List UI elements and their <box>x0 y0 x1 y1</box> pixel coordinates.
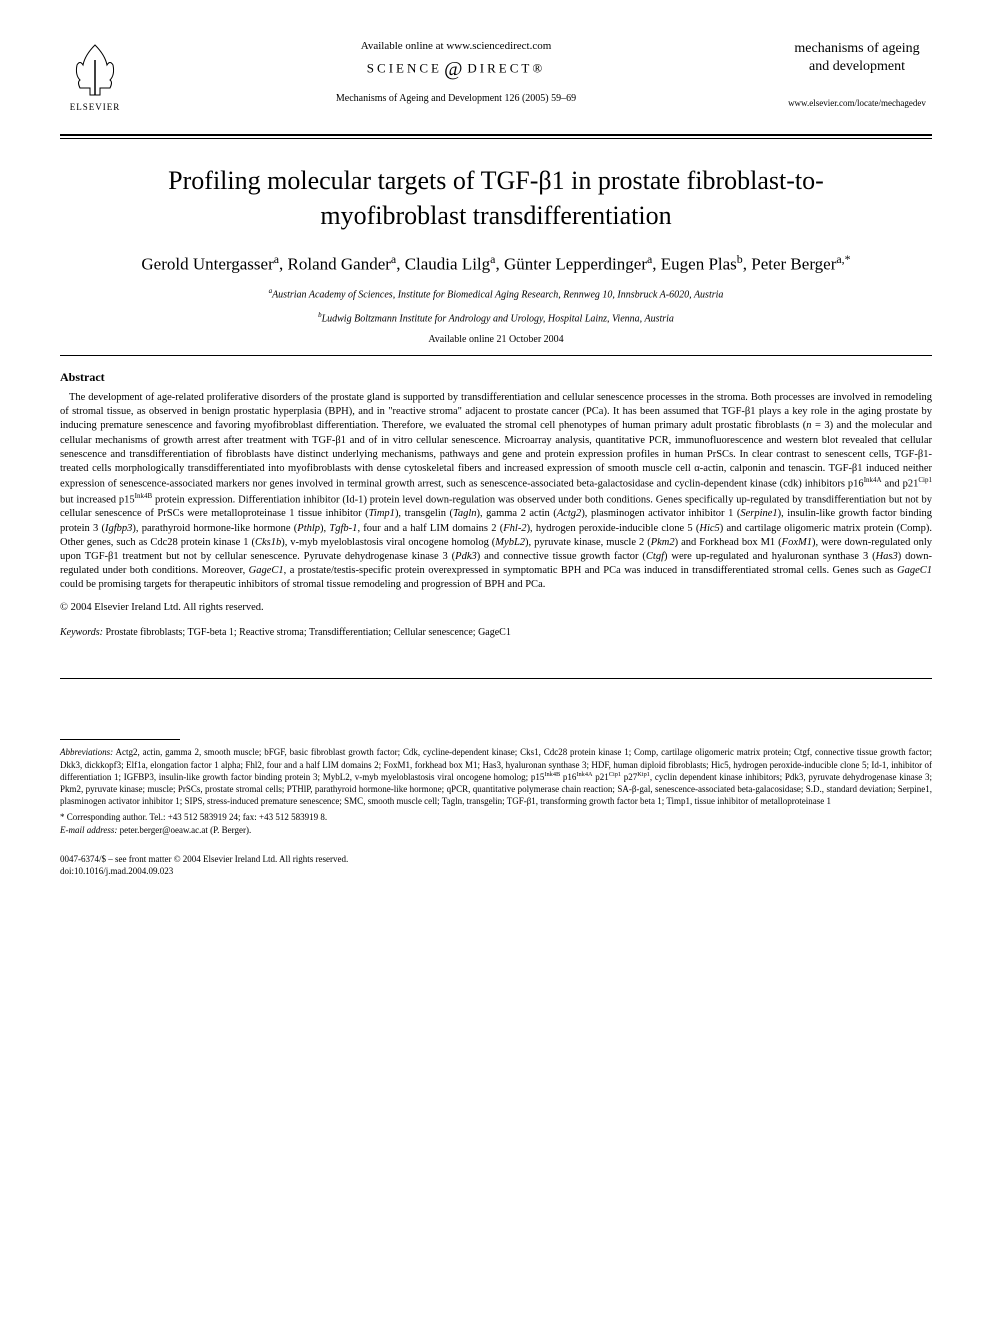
corresponding-line: * Corresponding author. Tel.: +43 512 58… <box>60 811 932 824</box>
center-header: Available online at www.sciencedirect.co… <box>130 40 782 104</box>
doi-line: doi:10.1016/j.mad.2004.09.023 <box>60 866 932 878</box>
email-value: peter.berger@oeaw.ac.at (P. Berger). <box>120 825 252 835</box>
footer-info: 0047-6374/$ – see front matter © 2004 El… <box>60 854 932 877</box>
keywords-line: Keywords: Prostate fibroblasts; TGF-beta… <box>60 627 932 638</box>
footnote-divider <box>60 739 180 740</box>
sd-at-icon: @ <box>444 58 465 81</box>
sd-left: SCIENCE <box>367 60 442 75</box>
affiliation-b: bLudwig Boltzmann Institute for Androlog… <box>60 311 932 326</box>
abbreviations-block: Abbreviations: Actg2, actin, gamma 2, sm… <box>60 746 932 807</box>
available-online-text: Available online at www.sciencedirect.co… <box>130 40 782 52</box>
journal-url: www.elsevier.com/locate/mechagedev <box>782 98 932 108</box>
journal-logo-line2: and development <box>782 58 932 76</box>
divider <box>60 138 932 139</box>
keywords-label: Keywords: <box>60 627 103 638</box>
elsevier-text: ELSEVIER <box>70 102 121 112</box>
journal-reference: Mechanisms of Ageing and Development 126… <box>130 93 782 104</box>
issn-line: 0047-6374/$ – see front matter © 2004 El… <box>60 854 932 866</box>
abstract-heading: Abstract <box>60 370 932 385</box>
divider <box>60 134 932 136</box>
available-date: Available online 21 October 2004 <box>60 334 932 345</box>
elsevier-logo: ELSEVIER <box>60 40 130 120</box>
article-title: Profiling molecular targets of TGF-β1 in… <box>100 163 892 233</box>
authors-list: Gerold Untergassera, Roland Gandera, Cla… <box>60 251 932 277</box>
sciencedirect-logo: SCIENCE@DIRECT® <box>130 58 782 81</box>
divider <box>60 355 932 356</box>
keywords-values: Prostate fibroblasts; TGF-beta 1; Reacti… <box>105 627 510 638</box>
abstract-body: The development of age-related prolifera… <box>60 391 932 592</box>
journal-logo-line1: mechanisms of ageing <box>782 40 932 58</box>
abbreviations-label: Abbreviations: <box>60 747 113 757</box>
header-bar: ELSEVIER Available online at www.science… <box>60 40 932 128</box>
corresponding-author: * Corresponding author. Tel.: +43 512 58… <box>60 811 932 836</box>
elsevier-tree-icon <box>65 40 125 100</box>
copyright-line: © 2004 Elsevier Ireland Ltd. All rights … <box>60 602 932 613</box>
sd-right: DIRECT® <box>467 60 545 75</box>
journal-logo-box: mechanisms of ageing and development www… <box>782 40 932 108</box>
affiliation-a: aAustrian Academy of Sciences, Institute… <box>60 287 932 302</box>
email-label: E-mail address: <box>60 825 117 835</box>
divider <box>60 678 932 679</box>
abbreviations-text: Actg2, actin, gamma 2, smooth muscle; bF… <box>60 747 932 806</box>
